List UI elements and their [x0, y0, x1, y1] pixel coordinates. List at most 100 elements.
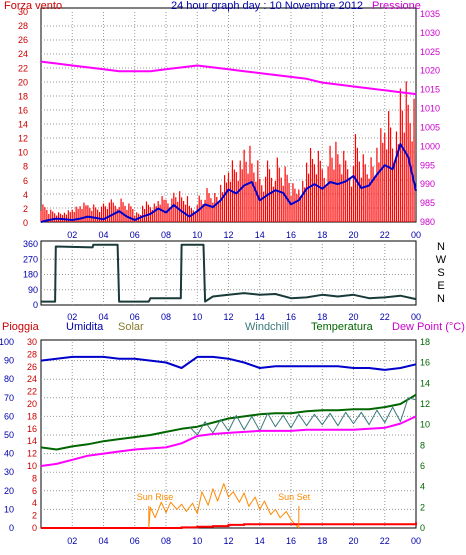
x-tick-label: 12	[223, 536, 233, 546]
y-tick-label: 0	[420, 523, 425, 533]
y-tick-label: 180	[23, 270, 38, 280]
y-tick-label: 18	[18, 91, 28, 101]
y-tick-label: 4	[420, 482, 425, 492]
y-tick-label: 4	[32, 498, 37, 508]
y-tick-label: 1020	[420, 66, 440, 76]
wind-speed-line	[40, 143, 417, 223]
y-tick-label: 30	[4, 467, 14, 477]
x-tick-label: 06	[130, 312, 140, 322]
x-tick-label: 22	[380, 536, 390, 546]
y-tick-label: 90	[28, 285, 38, 295]
y-tick-label: 4	[23, 190, 28, 200]
y-tick-label: 30	[18, 7, 28, 17]
y-tick-label: 16	[27, 424, 37, 434]
y-tick-label: 80	[4, 374, 14, 384]
y-tick-label: 10	[27, 461, 37, 471]
x-tick-label: 10	[192, 230, 202, 240]
x-tick-label: 06	[130, 536, 140, 546]
y-tick-label: 26	[27, 362, 37, 372]
y-tick-label: 14	[420, 378, 430, 388]
x-tick-label: 20	[348, 536, 358, 546]
y-tick-label: 90	[4, 356, 14, 366]
wind-direction-line	[41, 243, 417, 303]
y-tick-label: 1030	[420, 28, 440, 38]
y-tick-label: 26	[18, 35, 28, 45]
y-tick-label: 20	[4, 486, 14, 496]
temperature-label: Temperatura	[311, 321, 374, 333]
y-tick-label: 70	[4, 393, 14, 403]
y-tick-label: 60	[4, 411, 14, 421]
y-tick-label: 1035	[420, 9, 440, 19]
x-tick-label: 00	[411, 312, 421, 322]
x-tick-label: 18	[317, 230, 327, 240]
panel-temperature	[40, 339, 417, 529]
y-tick-label: 0	[32, 523, 37, 533]
x-tick-label: 06	[130, 230, 140, 240]
dew-point-line	[40, 415, 417, 467]
y-tick-label: 6	[23, 176, 28, 186]
y-tick-label: 40	[4, 449, 14, 459]
y-tick-label: 14	[18, 120, 28, 130]
sunset-annotation: Sun Set	[278, 492, 311, 502]
y-tick-label: 22	[18, 63, 28, 73]
x-tick-label: 10	[192, 312, 202, 322]
y-tick-label: 6	[420, 461, 425, 471]
y-tick-label: 1000	[420, 141, 440, 151]
y-tick-label: 990	[420, 179, 435, 189]
y-tick-label: 12	[420, 399, 430, 409]
temperatura-line	[40, 393, 417, 451]
x-tick-label: 22	[380, 312, 390, 322]
y-tick-label: 12	[18, 134, 28, 144]
x-tick-label: 18	[317, 536, 327, 546]
y-tick-label: 270	[23, 254, 38, 264]
humidity-label: Umidita	[66, 321, 104, 333]
x-tick-label: 02	[67, 230, 77, 240]
umidita-line	[40, 355, 417, 371]
x-tick-label: 14	[255, 312, 265, 322]
y-tick-label: 8	[32, 473, 37, 483]
y-tick-label: 2	[420, 502, 425, 512]
y-tick-label: 18	[27, 411, 37, 421]
solar-line	[148, 483, 300, 529]
dew-point-label: Dew Point (°C)	[392, 321, 465, 333]
windchill-label: Windchill	[245, 321, 289, 333]
y-tick-label: 14	[27, 436, 37, 446]
x-tick-label: 02	[67, 312, 77, 322]
x-tick-label: 02	[67, 536, 77, 546]
rain-label: Pioggia	[2, 321, 40, 333]
y-tick-label: 20	[18, 77, 28, 87]
y-tick-label: 0	[9, 523, 14, 533]
y-tick-label: 1005	[420, 122, 440, 132]
x-tick-label: 12	[223, 230, 233, 240]
x-tick-label: 16	[286, 536, 296, 546]
y-tick-label: 995	[420, 160, 435, 170]
y-tick-label: 8	[23, 162, 28, 172]
x-tick-label: 14	[255, 230, 265, 240]
compass-label: N	[437, 241, 445, 253]
y-tick-label: 2	[32, 511, 37, 521]
x-tick-label: 14	[255, 536, 265, 546]
y-tick-label: 18	[420, 337, 430, 347]
x-tick-label: 20	[348, 312, 358, 322]
y-tick-label: 16	[420, 358, 430, 368]
y-tick-label: 6	[32, 486, 37, 496]
y-tick-label: 10	[4, 504, 14, 514]
y-tick-label: 100	[0, 337, 14, 347]
pioggia-line	[41, 522, 417, 529]
x-tick-label: 16	[286, 230, 296, 240]
y-tick-label: 360	[23, 239, 38, 249]
x-tick-label: 18	[317, 312, 327, 322]
y-tick-label: 985	[420, 198, 435, 208]
x-tick-label: 20	[348, 230, 358, 240]
compass-label: S	[437, 267, 444, 279]
graph-title: 24 hour graph day : 10 Novembre 2012	[171, 0, 363, 12]
x-tick-label: 04	[98, 536, 108, 546]
x-tick-label: 08	[161, 536, 171, 546]
y-tick-label: 10	[18, 148, 28, 158]
compass-label: W	[436, 254, 447, 266]
y-tick-label: 24	[18, 49, 28, 59]
x-tick-label: 22	[380, 230, 390, 240]
y-tick-label: 22	[27, 387, 37, 397]
y-tick-label: 0	[33, 300, 38, 310]
